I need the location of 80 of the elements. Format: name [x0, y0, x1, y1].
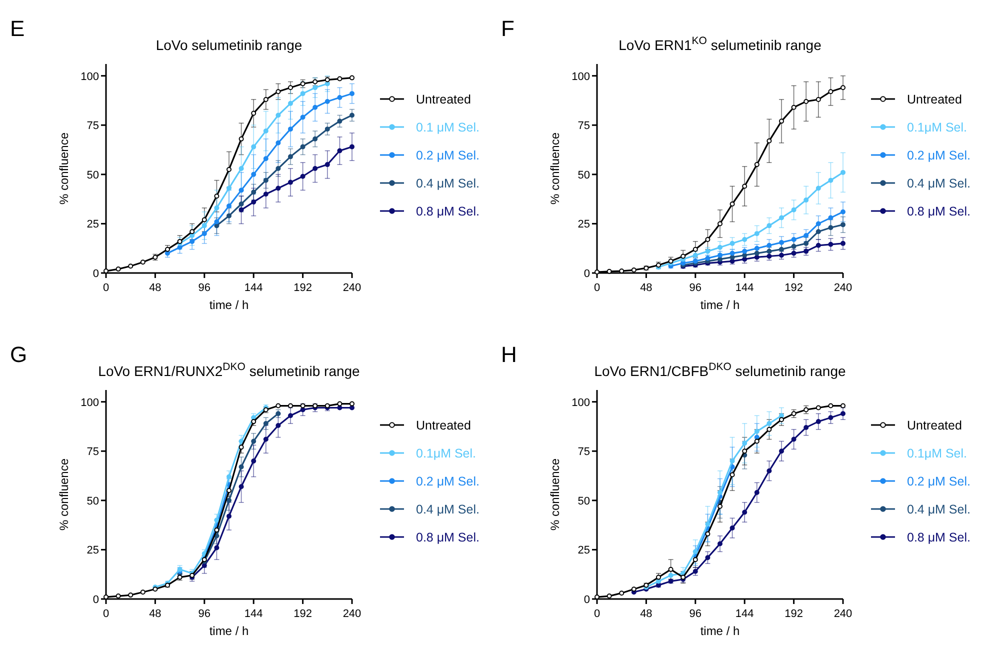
y-tick-label: 25	[578, 544, 590, 557]
x-tick-label: 48	[640, 282, 652, 294]
legend-label: 0.8 μM Sel.	[907, 204, 970, 218]
x-tick-label: 240	[342, 282, 362, 294]
legend-label: 0.2 μM Sel.	[907, 148, 970, 162]
text: H	[501, 342, 517, 367]
x-tick-label: 144	[735, 282, 754, 294]
x-tick-label: 192	[784, 608, 803, 620]
y-axis-title: % confluence	[548, 458, 562, 531]
x-tick-label: 96	[198, 608, 211, 620]
legend-label: 0.4 μM Sel.	[907, 502, 970, 516]
x-tick-label: 192	[294, 282, 312, 294]
x-tick-label: 144	[244, 282, 263, 294]
legend-label: 0.2 μM Sel.	[416, 474, 480, 488]
x-tick-label: 192	[294, 608, 312, 620]
legend-label: Untreated	[907, 418, 962, 432]
y-tick-label: 75	[86, 120, 99, 132]
y-tick-label: 100	[572, 396, 590, 409]
legend-label: 0.4 μM Sel.	[416, 502, 480, 516]
chart-title: LoVo selumetinib range	[156, 37, 302, 53]
chart-title: LoVo ERN1/RUNX2$^{DKO}$ selumetinib range	[98, 361, 360, 379]
y-tick-label: 50	[86, 169, 99, 182]
y-tick-label: 75	[578, 446, 590, 458]
y-tick-label: 25	[578, 218, 590, 231]
x-axis-title: time / h	[700, 298, 740, 312]
y-tick-label: 100	[572, 70, 590, 83]
legend-label: 0.1 μM Sel.	[416, 120, 480, 134]
text: E	[10, 16, 25, 41]
legend-label: 0.8 μM Sel.	[416, 204, 480, 218]
y-tick-label: 50	[578, 495, 590, 508]
x-tick-label: 144	[735, 608, 754, 620]
x-axis-title: time / h	[209, 624, 249, 638]
x-tick-label: 144	[244, 608, 263, 620]
legend-label: Untreated	[416, 418, 471, 432]
x-tick-label: 192	[784, 282, 803, 294]
legend-label: 0.2 μM Sel.	[907, 474, 970, 488]
x-tick-label: 0	[102, 282, 110, 294]
legend-label: Untreated	[907, 92, 962, 106]
y-tick-label: 0	[584, 268, 590, 280]
x-tick-label: 240	[342, 608, 362, 620]
y-tick-label: 75	[578, 120, 590, 132]
legend-label: 0.2 μM Sel.	[416, 148, 480, 162]
x-tick-label: 240	[834, 608, 852, 620]
legend-label: 0.4 μM Sel.	[416, 176, 480, 190]
y-tick-label: 50	[86, 495, 99, 508]
x-tick-label: 96	[198, 282, 211, 294]
y-axis-title: % confluence	[57, 458, 71, 531]
text: G	[10, 342, 28, 367]
x-tick-label: 48	[149, 282, 162, 294]
y-tick-label: 100	[80, 70, 99, 83]
y-axis-title: % confluence	[57, 132, 71, 205]
x-axis-title: time / h	[209, 298, 249, 312]
y-tick-label: 75	[86, 446, 99, 458]
text: F	[501, 16, 514, 41]
x-tick-label: 0	[594, 282, 600, 294]
legend-label: 0.1μM Sel.	[907, 120, 968, 134]
legend-label: 0.1μM Sel.	[416, 446, 476, 460]
x-axis-title: time / h	[700, 624, 740, 638]
x-tick-label: 0	[594, 608, 600, 620]
chart-title: LoVo ERN1$^{KO}$ selumetinib range	[618, 35, 822, 53]
x-tick-label: 240	[834, 282, 852, 294]
y-tick-label: 50	[578, 169, 590, 182]
x-tick-label: 0	[102, 608, 110, 620]
x-tick-label: 96	[689, 282, 702, 294]
y-tick-label: 25	[86, 544, 99, 557]
chart-title: LoVo ERN1/CBFB$^{DKO}$ selumetinib range	[594, 361, 846, 379]
y-axis-title: % confluence	[548, 132, 562, 205]
legend-label: 0.4 μM Sel.	[907, 176, 970, 190]
x-tick-label: 96	[689, 608, 702, 620]
legend-label: Untreated	[416, 92, 471, 106]
y-tick-label: 0	[584, 594, 590, 606]
legend-label: 0.8 μM Sel.	[907, 530, 970, 544]
y-tick-label: 25	[86, 218, 99, 231]
y-tick-label: 0	[92, 594, 99, 606]
x-tick-label: 48	[149, 608, 162, 620]
legend-label: 0.8 μM Sel.	[416, 530, 480, 544]
y-tick-label: 100	[80, 396, 99, 409]
legend-label: 0.1μM Sel.	[907, 446, 968, 460]
y-tick-label: 0	[92, 268, 99, 280]
x-tick-label: 48	[640, 608, 652, 620]
